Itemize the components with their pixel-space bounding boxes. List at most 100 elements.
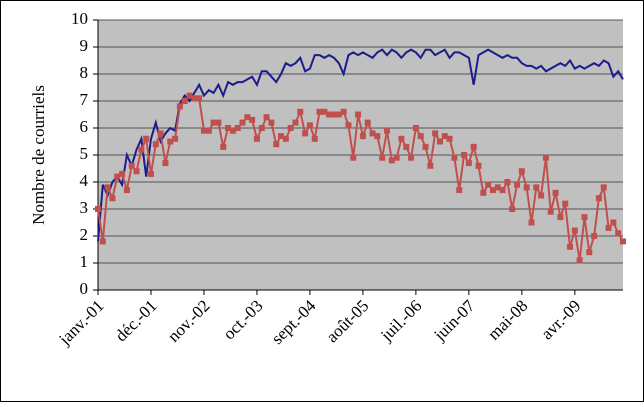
marker: [109, 195, 116, 202]
marker: [316, 108, 323, 115]
marker: [533, 184, 540, 191]
marker: [480, 189, 487, 196]
marker: [432, 130, 439, 137]
marker: [475, 162, 482, 169]
marker: [547, 208, 554, 215]
y-tick-label: 4: [80, 171, 89, 190]
marker: [562, 200, 569, 207]
marker: [576, 257, 583, 264]
y-tick-label: 0: [80, 279, 89, 298]
marker: [104, 184, 111, 191]
marker: [355, 111, 362, 118]
marker: [374, 133, 381, 140]
marker: [200, 127, 207, 134]
marker: [509, 206, 516, 212]
marker: [128, 162, 135, 169]
marker: [114, 173, 121, 180]
marker: [282, 135, 289, 142]
marker: [605, 224, 612, 231]
y-tick-label: 5: [80, 144, 89, 163]
marker: [162, 160, 169, 167]
marker: [427, 162, 434, 169]
marker: [181, 98, 188, 104]
marker: [258, 125, 265, 131]
marker: [268, 119, 275, 126]
marker: [403, 143, 410, 150]
marker: [398, 135, 405, 142]
marker: [345, 122, 352, 129]
marker: [350, 154, 357, 161]
marker: [186, 92, 193, 99]
marker: [436, 138, 443, 145]
y-tick-label: 10: [71, 9, 88, 28]
marker: [523, 184, 530, 191]
marker: [191, 95, 198, 102]
marker: [335, 111, 342, 118]
marker: [441, 133, 448, 140]
marker: [220, 143, 227, 150]
marker: [292, 119, 299, 126]
marker: [331, 111, 338, 118]
marker: [157, 130, 164, 137]
marker: [123, 187, 130, 194]
marker: [465, 160, 472, 167]
marker: [229, 127, 236, 134]
marker: [278, 133, 285, 140]
marker: [133, 168, 140, 175]
marker: [369, 130, 376, 137]
marker: [528, 219, 535, 226]
marker: [143, 135, 150, 142]
marker: [99, 238, 106, 245]
marker: [494, 184, 501, 191]
marker: [417, 133, 424, 140]
marker: [388, 157, 395, 164]
marker: [514, 181, 521, 188]
y-tick-label: 2: [80, 225, 89, 244]
marker: [302, 130, 309, 137]
marker: [215, 119, 222, 126]
marker: [383, 127, 390, 134]
marker: [571, 227, 578, 234]
marker: [172, 135, 179, 142]
marker: [253, 135, 260, 142]
marker: [518, 168, 525, 175]
marker: [359, 133, 366, 140]
marker: [393, 154, 400, 161]
marker: [422, 143, 429, 150]
marker: [504, 179, 511, 185]
y-tick-label: 1: [80, 252, 89, 271]
marker: [581, 214, 588, 221]
marker: [586, 249, 593, 256]
marker: [152, 141, 159, 148]
marker: [176, 103, 183, 110]
marker: [326, 111, 333, 118]
y-tick-label: 8: [80, 63, 89, 82]
marker: [249, 116, 256, 123]
marker: [412, 125, 419, 131]
marker: [306, 122, 313, 129]
marker: [210, 119, 217, 126]
marker: [311, 135, 318, 142]
y-tick-label: 3: [80, 198, 89, 217]
marker: [451, 154, 458, 161]
y-tick-label: 9: [80, 36, 89, 55]
marker: [321, 108, 328, 115]
marker: [470, 143, 477, 150]
marker: [538, 192, 545, 199]
marker: [287, 125, 294, 131]
marker: [147, 170, 154, 177]
marker: [456, 187, 463, 194]
marker: [244, 114, 251, 121]
marker: [552, 189, 559, 196]
marker: [461, 152, 468, 158]
marker: [595, 195, 602, 202]
marker: [273, 141, 280, 148]
marker: [557, 214, 564, 221]
marker: [234, 125, 241, 131]
marker: [567, 243, 574, 250]
marker: [225, 125, 232, 131]
marker: [364, 119, 371, 126]
marker: [297, 108, 304, 115]
marker: [138, 146, 145, 153]
